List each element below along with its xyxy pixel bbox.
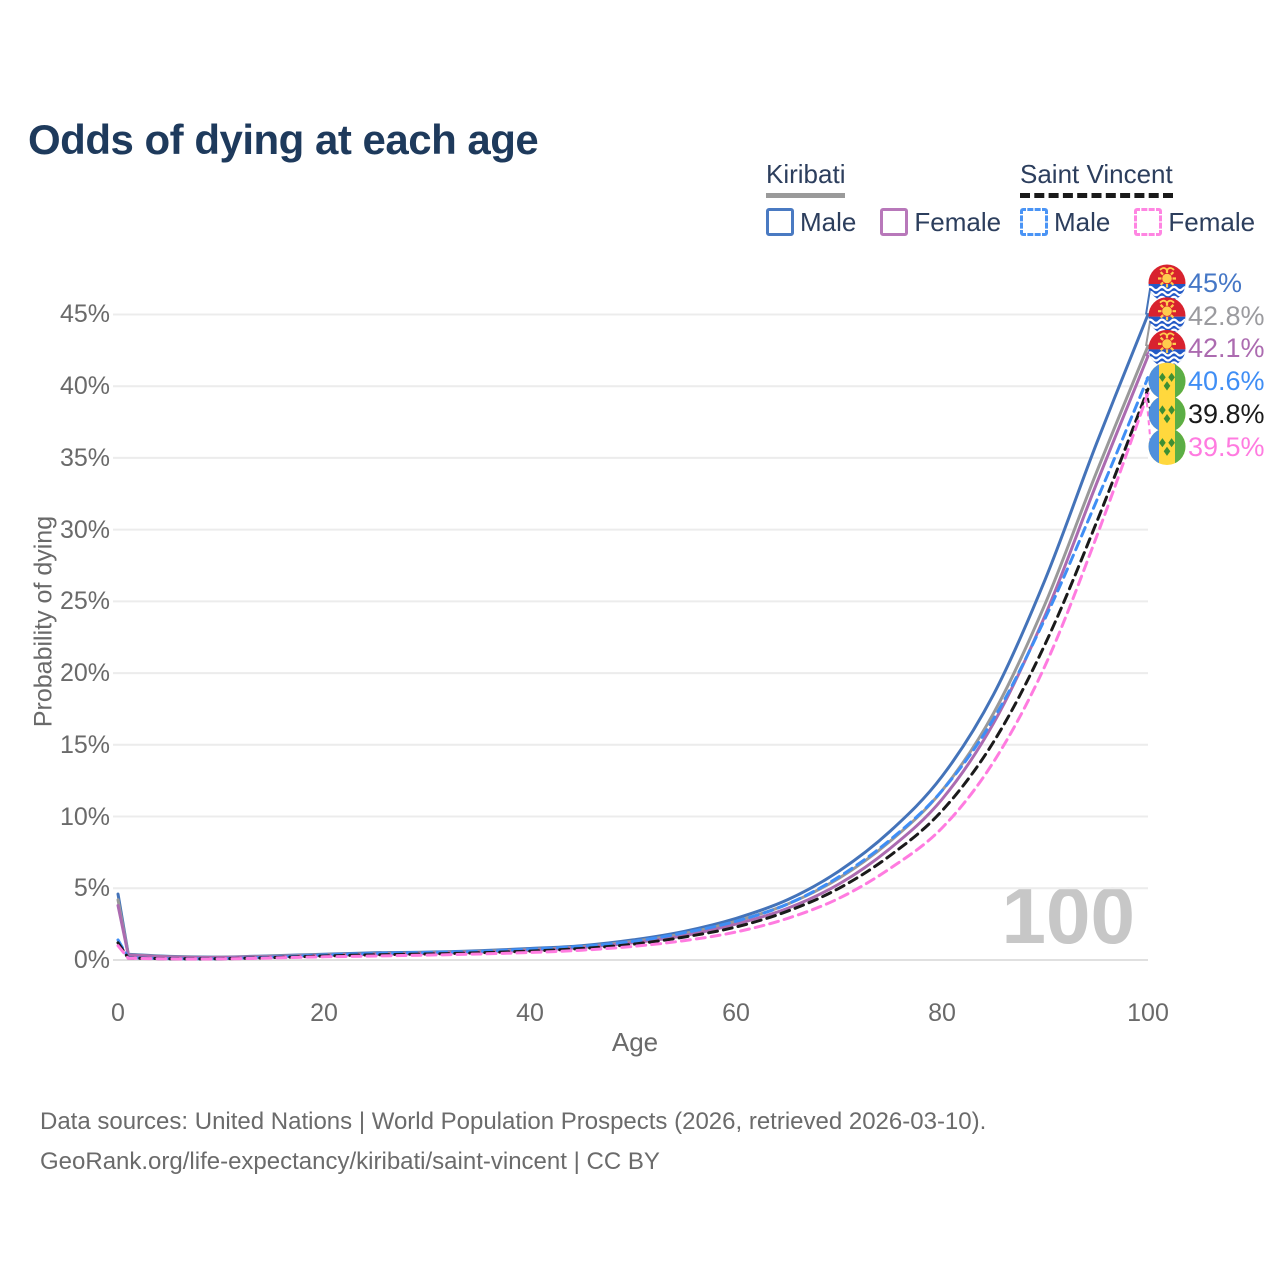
saint-vincent-flag-icon [1148,395,1186,433]
legend-items-saint-vincent: Male Female [1020,207,1255,238]
end-label-kiribati-both-sexes: 42.8% [1188,300,1265,331]
legend-item-label: Male [1054,206,1111,237]
saint-vincent-flag-icon [1148,362,1186,400]
legend-group-kiribati: Kiribati Male Female [766,159,1001,238]
legend-country-kiribati[interactable]: Kiribati [766,159,846,198]
y-tick-label-10%: 10% [59,802,110,831]
legend-item-saint-vincent-female[interactable]: Female [1134,207,1255,238]
end-label-kiribati-female: 42.1% [1188,333,1265,364]
series-line-kiribati-female [116,354,1150,959]
series-line-saint-vincent-female [116,391,1150,961]
end-label-saint-vincent-female: 39.5% [1188,431,1265,462]
legend-group-saint-vincent: Saint Vincent Male Female [1020,159,1255,238]
x-tick-label-40: 40 [516,999,544,1027]
attribution-line: GeoRank.org/life-expectancy/kiribati/sai… [40,1148,660,1175]
series-line-saint-vincent-male [116,376,1150,961]
legend-item-label: Female [914,206,1002,237]
legend-item-label: Female [1168,206,1256,237]
kiribati-flag-icon [1148,329,1186,367]
legend-checkbox-female[interactable] [880,208,909,237]
legend-item-saint-vincent-male[interactable]: Male [1020,207,1110,238]
end-label-kiribati-male: 45% [1188,268,1243,298]
legend-item-kiribati-male[interactable]: Male [766,207,856,238]
y-tick-label-20%: 20% [59,659,110,688]
legend-checkbox-female[interactable] [1134,208,1163,237]
end-label-saint-vincent-both-sexes: 39.8% [1188,398,1265,429]
y-tick-label-40%: 40% [59,372,110,401]
y-tick-label-30%: 30% [59,515,110,544]
x-tick-label-80: 80 [928,999,956,1027]
y-axis-title: Probability of dying [29,515,58,728]
data-source-line: Data sources: United Nations | World Pop… [40,1108,987,1135]
legend-item-label: Male [800,206,857,237]
x-tick-label-20: 20 [310,999,338,1027]
page-title: Odds of dying at each age [28,116,539,164]
y-tick-label-35%: 35% [59,443,110,472]
x-tick-label-100: 100 [1127,999,1169,1027]
y-tick-label-25%: 25% [59,587,110,616]
legend-checkbox-male[interactable] [1020,208,1048,237]
series-line-kiribati-male [116,313,1150,959]
legend-country-saint-vincent[interactable]: Saint Vincent [1020,159,1173,198]
x-tick-label-60: 60 [722,999,750,1027]
x-tick-label-0: 0 [111,999,125,1027]
series-line-kiribati-both-sexes [116,344,1150,959]
y-tick-label-45%: 45% [59,300,110,329]
flag-icons [1148,264,1186,465]
legend-items-kiribati: Male Female [766,207,1001,238]
kiribati-flag-icon [1148,297,1186,335]
kiribati-flag-icon [1148,264,1186,302]
y-tick-label-0%: 0% [73,946,110,974]
end-label-saint-vincent-male: 40.6% [1188,366,1265,397]
series-curves [116,313,1150,961]
gridlines [113,313,1148,961]
legend-checkbox-male[interactable] [766,208,794,237]
x-axis-title: Age [611,1027,659,1057]
y-tick-label-5%: 5% [73,874,110,903]
y-tick-label-15%: 15% [59,730,110,759]
saint-vincent-flag-icon [1148,428,1186,465]
legend-item-kiribati-female[interactable]: Female [880,207,1001,238]
